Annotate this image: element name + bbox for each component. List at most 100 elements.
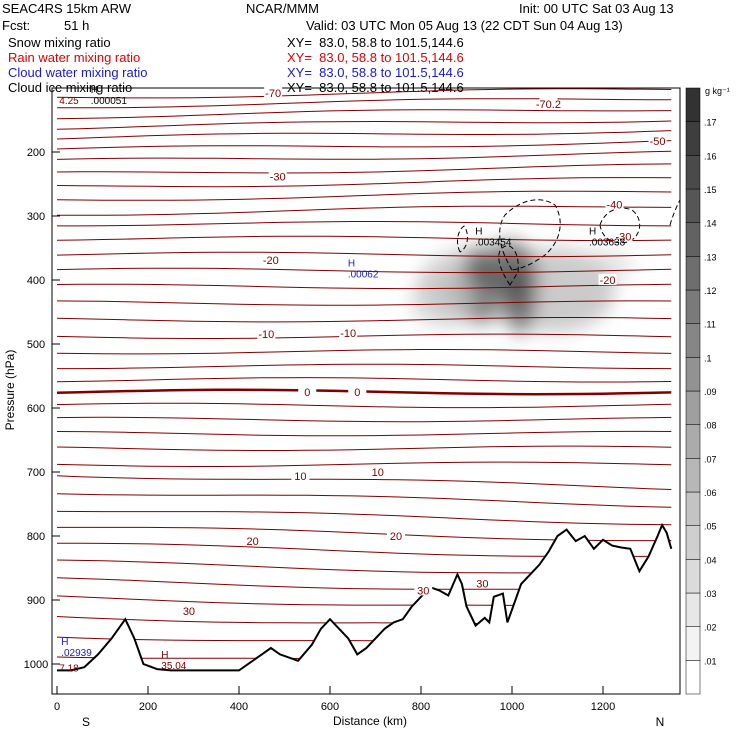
isotherm-line xyxy=(56,88,672,99)
contour-label-bg xyxy=(257,327,276,339)
isotherm-line xyxy=(56,109,672,120)
contour-label-bg xyxy=(598,274,617,285)
isotherm-line xyxy=(56,510,672,526)
isotherm-label: -50 xyxy=(650,136,666,148)
colorbar-bin xyxy=(685,256,701,291)
extremum-value: 35.04 xyxy=(161,661,186,672)
colorbar-bin xyxy=(685,222,701,257)
contour-label-bg xyxy=(339,327,358,339)
colorbar-bin xyxy=(685,592,701,627)
contour-label-bg xyxy=(179,604,198,616)
organization: NCAR/MMM xyxy=(246,1,319,16)
contour-label-bg xyxy=(243,535,262,547)
colorbar-tick-label: .02 xyxy=(704,623,717,633)
colorbar-tick-label: .13 xyxy=(704,252,717,262)
isotherm-label: 30 xyxy=(417,585,429,597)
contour-label-bg xyxy=(648,135,667,147)
isotherm-line xyxy=(56,98,672,109)
isotherm-line xyxy=(56,377,672,383)
contour-label-bg xyxy=(386,530,405,541)
colorbar-tick-label: .1 xyxy=(704,353,712,363)
colorbar-tick-label: .05 xyxy=(704,522,717,532)
isotherm-line xyxy=(56,430,672,437)
colorbar-bin xyxy=(685,491,701,526)
colorbar-bin xyxy=(685,188,701,223)
contour-label-bg xyxy=(473,577,492,589)
y-tick-label: 200 xyxy=(27,147,45,159)
isotherm-line xyxy=(57,221,672,227)
isotherm-label: -20 xyxy=(600,275,616,287)
isotherm-line xyxy=(56,402,672,409)
isotherm-line xyxy=(56,150,672,160)
isotherm-line xyxy=(56,267,672,274)
isotherm-line xyxy=(56,416,672,423)
isotherm-label: 30 xyxy=(476,578,488,590)
colorbar-unit: g kg⁻¹ xyxy=(705,86,730,96)
colorbar-tick-label: .09 xyxy=(704,387,717,397)
colorbar-bin xyxy=(685,155,701,190)
isotherm-label: 0 xyxy=(354,387,360,399)
isotherm-line xyxy=(56,461,672,467)
colorbar-bin xyxy=(685,424,701,459)
x-tick-label: 800 xyxy=(412,701,430,713)
colorbar: .01 .02 .03 .04 .05 .06 .07 .08 .09 .1 .11 .12 .13 .1… xyxy=(685,87,717,695)
contour-label-bg xyxy=(291,469,310,481)
y-tick-label: 500 xyxy=(27,339,45,351)
isotherm-label: -40 xyxy=(606,199,622,211)
extremum-value: .00062 xyxy=(348,269,379,280)
corner-value: 4.25 xyxy=(59,96,79,107)
contour-label-bg xyxy=(414,584,433,596)
forecast-hours: 51 h xyxy=(64,18,90,33)
colorbar-bin xyxy=(685,626,701,661)
isotherm-line xyxy=(56,205,672,216)
colorbar-tick-label: .17 xyxy=(704,118,717,128)
isotherm-label: -10 xyxy=(258,329,274,341)
contour-label-bg xyxy=(614,230,633,242)
x-tick-label: 0 xyxy=(54,701,60,713)
y-tick-label: 800 xyxy=(27,531,45,543)
colorbar-tick-label: .04 xyxy=(704,555,717,565)
field-name-cloud-water: Cloud water mixing ratio xyxy=(8,65,148,80)
extremum-value: .000051 xyxy=(91,96,128,107)
y-tick-label: 300 xyxy=(27,211,45,223)
contour-label-bg xyxy=(539,98,558,109)
colorbar-tick-label: .01 xyxy=(704,656,717,666)
contour-label-bg xyxy=(264,87,283,99)
isotherm-line xyxy=(57,363,672,370)
extremum-value: .003454 xyxy=(475,237,512,248)
colorbar-tick-label: .08 xyxy=(704,421,717,431)
colorbar-bin xyxy=(685,87,701,122)
contour-label-bg xyxy=(268,170,287,182)
isotherm-line xyxy=(56,177,672,188)
contour-label-bg xyxy=(605,198,624,210)
y-tick-label: 1000 xyxy=(24,659,48,671)
extremum-marker: H xyxy=(161,650,168,661)
field-name-snow: Snow mixing ratio xyxy=(8,35,111,50)
extremum-value: .02939 xyxy=(61,648,92,659)
colorbar-tick-label: .03 xyxy=(704,589,717,599)
contour-labels: -70 -70.2 -50 -40 -30 -30 -20 -20 -10 -10 0 0 10 10 20… xyxy=(59,85,667,675)
forecast-label: Fcst: xyxy=(2,18,31,33)
isotherm-line xyxy=(56,120,672,130)
model-title: SEAC4RS 15km ARW xyxy=(2,1,132,16)
field-xy-cloud-water: XY= 83.0, 58.8 to 101.5,144.6 xyxy=(287,65,464,80)
colorbar-bin xyxy=(685,559,701,594)
isotherm-label: 10 xyxy=(372,467,384,479)
isotherm-line xyxy=(56,300,672,306)
isotherm-label: -70 xyxy=(265,88,281,100)
contour-label-bg xyxy=(348,386,367,397)
colorbar-tick-label: .14 xyxy=(704,219,717,229)
isotherm-label: 20 xyxy=(247,536,259,548)
isotherm-line xyxy=(56,349,672,355)
extremum-marker: H xyxy=(589,226,596,237)
field-xy-snow: XY= 83.0, 58.8 to 101.5,144.6 xyxy=(287,35,464,50)
field-name-rain: Rain water mixing ratio xyxy=(8,50,141,65)
x-tick-label: 600 xyxy=(321,701,339,713)
isotherm-line xyxy=(56,283,672,290)
isotherm-label: -30 xyxy=(616,231,632,243)
colorbar-tick-label: .16 xyxy=(704,151,717,161)
y-tick-label: 600 xyxy=(27,403,45,415)
x-end-label: N xyxy=(656,715,665,729)
colorbar-bin xyxy=(685,660,701,695)
